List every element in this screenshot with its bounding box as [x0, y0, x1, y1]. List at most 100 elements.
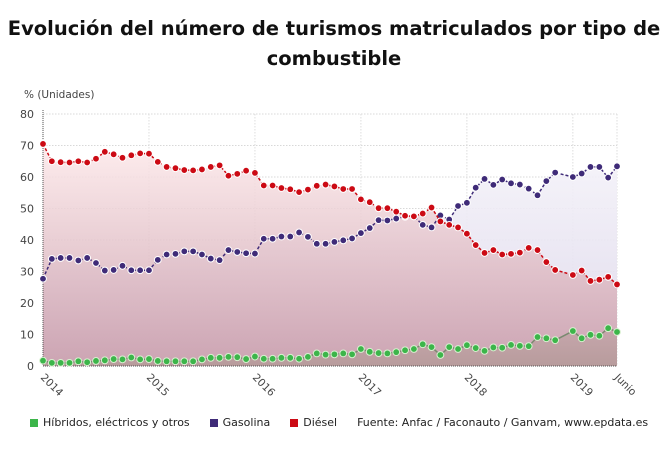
data-point-hibridos	[56, 358, 65, 367]
data-point-diesel	[215, 161, 224, 170]
data-point-diesel	[92, 154, 100, 163]
data-point-hibridos	[489, 343, 498, 352]
data-point-diesel	[127, 151, 136, 160]
data-point-diesel	[56, 158, 65, 167]
x-tick-label: 2018	[462, 372, 489, 399]
data-point-hibridos	[206, 353, 215, 362]
data-point-hibridos	[47, 358, 56, 367]
data-point-gasolina	[259, 234, 268, 243]
data-point-hibridos	[233, 353, 242, 362]
data-point-gasolina	[74, 256, 83, 265]
data-point-gasolina	[47, 255, 56, 263]
data-point-hibridos	[409, 345, 418, 353]
x-tick-label: 2017	[356, 372, 383, 399]
data-point-diesel	[242, 166, 251, 175]
data-point-hibridos	[109, 355, 118, 363]
data-point-gasolina	[153, 255, 162, 264]
data-point-diesel	[180, 166, 189, 174]
data-point-gasolina	[374, 216, 383, 225]
data-point-gasolina	[604, 173, 613, 182]
data-point-diesel	[418, 209, 427, 218]
data-point-diesel	[321, 180, 330, 189]
legend-item-gasolina[interactable]: Gasolina	[209, 416, 271, 429]
data-point-hibridos	[462, 341, 471, 350]
data-point-gasolina	[189, 247, 198, 256]
data-point-gasolina	[454, 202, 462, 210]
y-tick-label: 0	[27, 360, 34, 373]
legend-item-hibridos[interactable]: Híbridos, eléctricos y otros	[30, 416, 190, 429]
data-point-hibridos	[153, 357, 162, 365]
data-point-diesel	[471, 241, 480, 249]
data-point-hibridos	[524, 342, 533, 351]
data-point-hibridos	[454, 345, 462, 353]
data-point-diesel	[489, 246, 498, 254]
y-tick-label: 60	[20, 171, 34, 184]
data-point-hibridos	[171, 357, 180, 366]
data-point-gasolina	[65, 254, 74, 262]
data-point-gasolina	[586, 163, 595, 171]
legend-label: Gasolina	[222, 416, 271, 429]
data-point-hibridos	[180, 357, 189, 366]
data-point-gasolina	[100, 266, 109, 275]
data-point-diesel	[74, 157, 83, 166]
data-point-diesel	[47, 157, 56, 166]
data-point-diesel	[604, 272, 613, 281]
data-point-gasolina	[56, 254, 65, 262]
data-point-diesel	[339, 185, 348, 193]
data-point-gasolina	[339, 236, 348, 245]
data-point-gasolina	[206, 254, 215, 263]
data-point-hibridos	[339, 349, 348, 358]
data-point-diesel	[295, 188, 303, 197]
data-point-hibridos	[286, 353, 295, 362]
data-point-gasolina	[480, 174, 489, 183]
data-point-gasolina	[39, 274, 47, 283]
data-point-diesel	[462, 229, 471, 238]
data-point-hibridos	[374, 349, 383, 357]
data-point-diesel	[445, 220, 454, 229]
y-tick-label: 40	[20, 234, 34, 247]
data-point-hibridos	[321, 350, 330, 359]
data-point-diesel	[595, 275, 604, 284]
x-tick-label: 2019	[568, 372, 595, 399]
data-point-hibridos	[304, 352, 312, 361]
data-point-diesel	[542, 258, 551, 266]
data-point-gasolina	[180, 247, 189, 256]
data-point-diesel	[330, 182, 339, 191]
data-point-gasolina	[224, 246, 233, 254]
data-point-hibridos	[74, 357, 83, 366]
data-point-diesel	[286, 185, 295, 194]
data-point-diesel	[586, 277, 595, 285]
data-point-hibridos	[295, 354, 303, 363]
data-point-diesel	[83, 158, 92, 167]
data-point-diesel	[454, 223, 462, 232]
source-note: Fuente: Anfac / Faconauto / Ganvam, www.…	[357, 416, 648, 429]
data-point-gasolina	[515, 180, 524, 189]
source-text: Fuente: Anfac / Faconauto / Ganvam, www.…	[357, 416, 649, 429]
y-tick-label: 20	[20, 297, 34, 310]
data-point-hibridos	[100, 356, 109, 365]
data-point-hibridos	[118, 355, 127, 364]
data-point-diesel	[198, 165, 206, 174]
x-tick-label: 2016	[250, 372, 278, 400]
data-point-diesel	[374, 204, 383, 213]
data-point-gasolina	[215, 256, 224, 265]
data-point-diesel	[577, 266, 586, 275]
data-point-gasolina	[365, 224, 374, 232]
data-point-diesel	[515, 248, 524, 257]
data-point-hibridos	[268, 354, 277, 363]
data-point-gasolina	[304, 232, 312, 241]
y-tick-label: 70	[20, 140, 34, 153]
data-point-hibridos	[392, 348, 401, 357]
legend-item-diesel[interactable]: Diésel	[290, 416, 337, 429]
data-point-diesel	[436, 217, 445, 226]
data-point-gasolina	[92, 259, 100, 267]
data-point-gasolina	[321, 239, 330, 248]
data-point-hibridos	[215, 353, 224, 362]
data-point-hibridos	[595, 331, 604, 340]
data-point-diesel	[383, 204, 392, 213]
data-point-diesel	[65, 158, 74, 167]
data-point-diesel	[206, 163, 215, 171]
data-point-gasolina	[312, 239, 321, 248]
data-point-gasolina	[613, 162, 621, 171]
data-point-hibridos	[312, 349, 321, 358]
